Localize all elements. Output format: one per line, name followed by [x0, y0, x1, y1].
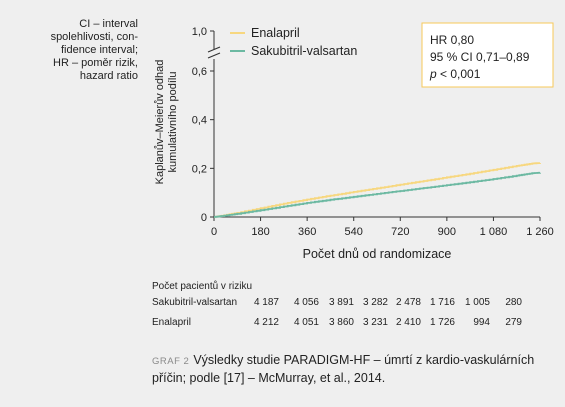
series-line-enalapril	[214, 162, 541, 218]
risk-value: 1 005	[464, 297, 490, 308]
kaplan-meier-chart: Kaplanův–Meierův odhad kumulativního pod…	[154, 22, 554, 261]
abbreviation-line: hazard ratio	[79, 70, 138, 82]
y-tick-label: 0,4	[192, 115, 207, 127]
risk-value: 3 282	[362, 297, 388, 308]
x-tick-label: 1 080	[480, 226, 508, 238]
abbreviation-line: spolehlivosti, con-	[50, 31, 138, 43]
hazard-ratio-value: HR 0,80	[430, 33, 474, 47]
risk-value: 4 056	[293, 297, 319, 308]
x-axis-title: Počet dnů od randomizace	[303, 247, 452, 261]
risk-value: 3 860	[328, 317, 354, 328]
p-value-text: < 0,001	[437, 67, 481, 81]
risk-value: 4 187	[253, 297, 279, 308]
risk-value: 3 891	[328, 297, 354, 308]
abbreviation-note: CI – interval spolehlivosti, con- fidenc…	[10, 18, 138, 83]
risk-value: 1 726	[429, 317, 455, 328]
risk-value: 2 478	[395, 297, 421, 308]
y-axis-title-line1: Kaplanův–Meierův odhad	[154, 60, 166, 185]
y-tick-label: 0	[201, 212, 207, 224]
caption-text: Výsledky studie PARADIGM-HF – úmrtí z ka…	[152, 353, 535, 385]
hazard-ratio-box	[421, 22, 554, 88]
risk-value: 1 716	[429, 297, 455, 308]
x-tick-label: 180	[251, 226, 269, 238]
risk-table-title: Počet pacientů v riziku	[152, 281, 253, 292]
x-tick-label: 900	[438, 226, 456, 238]
y-tick-label: 0,2	[192, 163, 207, 175]
confidence-interval: 95 % CI 0,71–0,89	[430, 50, 530, 64]
legend: Enalapril Sakubitril-valsartan	[230, 26, 357, 58]
abbreviation-line: CI – interval	[79, 18, 138, 30]
legend-label-enalapril: Enalapril	[251, 26, 300, 40]
series-line-sakubitril-valsartan	[214, 171, 541, 218]
figure-caption: GRAF 2 Výsledky studie PARADIGM-HF – úmrt…	[152, 352, 562, 386]
y-tick-label-break: 1,0	[192, 26, 207, 38]
risk-value: 4 212	[253, 317, 279, 328]
abbreviation-line: HR – poměr rizik,	[53, 57, 138, 69]
legend-label-sakubitril-valsartan: Sakubitril-valsartan	[251, 44, 357, 58]
risk-value: 4 051	[293, 317, 319, 328]
caption-label: GRAF 2	[152, 356, 190, 367]
risk-value: 3 231	[362, 317, 388, 328]
abbreviation-line: fidence interval;	[60, 44, 138, 56]
risk-row-label: Sakubitril-valsartan	[152, 297, 238, 308]
p-value: p < 0,001	[429, 67, 481, 81]
x-tick-label: 540	[345, 226, 363, 238]
y-tick-label: 0,6	[192, 66, 207, 78]
risk-row-label: Enalapril	[152, 317, 191, 328]
x-tick-label: 720	[391, 226, 409, 238]
axis-break-mark	[207, 46, 221, 59]
risk-value: 279	[505, 317, 522, 328]
p-symbol: p	[429, 67, 437, 81]
risk-value: 2 410	[395, 317, 421, 328]
risk-value: 280	[505, 297, 522, 308]
risk-value: 994	[473, 317, 490, 328]
y-axis-title-line2: kumulativního podílu	[167, 72, 179, 173]
x-tick-label: 1 260	[526, 226, 554, 238]
x-tick-label: 360	[298, 226, 316, 238]
x-tick-label: 0	[211, 226, 217, 238]
